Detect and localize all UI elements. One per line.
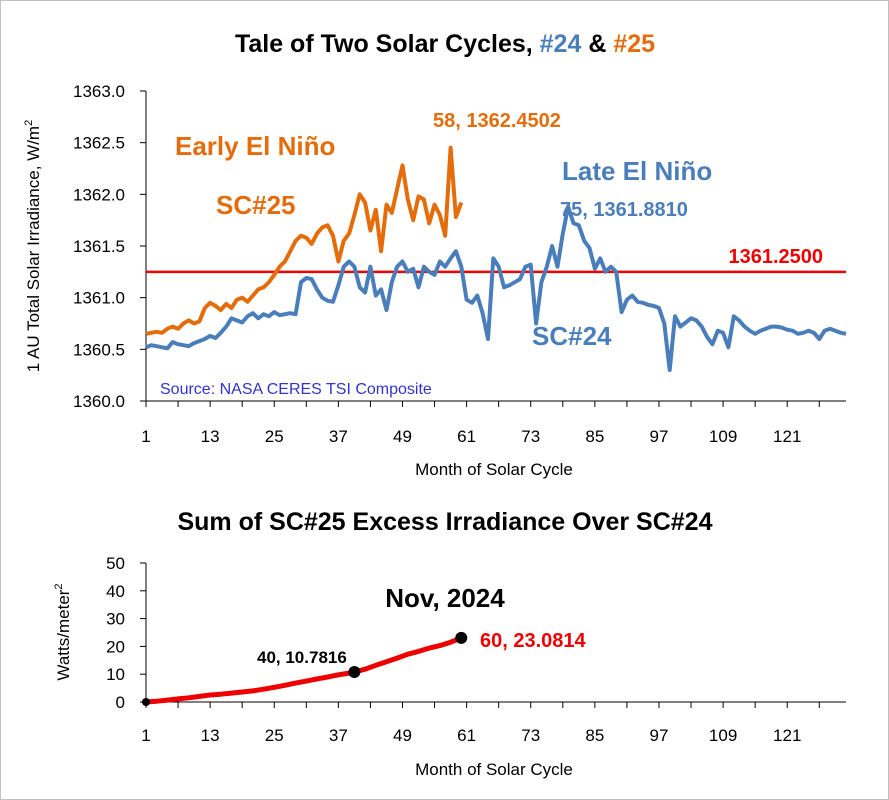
chart2-x-axis-title: Month of Solar Cycle [415,760,573,779]
late-el-nino-label: Late El Niño [562,156,712,186]
x-tick-label: 49 [393,726,412,745]
x-tick-label: 97 [650,726,669,745]
x-tick-label: 25 [265,726,284,745]
excess-sum-line [143,635,464,705]
y-tick-label: 1360.0 [73,392,125,411]
chart2-title: Sum of SC#25 Excess Irradiance Over SC#2… [177,508,712,536]
chart2-y-axis-title: Watts/meter2 [53,583,73,680]
y-tick-label: 10 [106,665,125,684]
x-tick-label: 121 [773,726,801,745]
excess-mid-point [348,666,361,679]
y-tick-label: 0 [116,693,125,712]
x-tick-label: 85 [585,427,604,446]
x-tick-label: 1 [141,726,150,745]
source-label: Source: NASA CERES TSI Composite [160,381,432,398]
x-tick-label: 109 [709,726,737,745]
sc24-series-label: SC#24 [532,321,612,351]
x-tick-label: 109 [709,427,737,446]
x-tick-label: 121 [773,427,801,446]
x-tick-label: 61 [457,427,476,446]
x-tick-label: 37 [329,427,348,446]
x-tick-label: 85 [585,726,604,745]
chart1-title: Tale of Two Solar Cycles, #24 & #25 [235,30,655,58]
x-tick-label: 61 [457,726,476,745]
chart1-y-axis-title: 1 AU Total Solar Irradiance, W/m2 [23,120,43,372]
y-tick-label: 1360.5 [73,340,125,359]
chart2-y-ticks: 50 40 30 20 10 0 [106,554,146,712]
y-tick-label: 1362.5 [73,134,125,153]
x-tick-label: 73 [521,427,540,446]
excess-end-point [455,631,468,644]
sc25-series-line [145,145,464,336]
excess-start-point [142,698,150,706]
end-point-label: 60, 23.0814 [480,630,587,652]
x-tick-label: 1 [141,427,150,446]
x-tick-label: 97 [650,427,669,446]
y-tick-label: 50 [106,554,125,573]
early-el-nino-label: Early El Niño [175,131,335,161]
chart2-x-ticks: 1 13 25 37 49 61 73 85 97 109 121 [141,702,820,745]
mid-point-label: 40, 10.7816 [257,648,347,667]
y-tick-label: 30 [106,610,125,629]
y-tick-label: 40 [106,582,125,601]
y-tick-label: 1362.0 [73,185,125,204]
x-tick-label: 73 [521,726,540,745]
chart1-x-axis-title: Month of Solar Cycle [415,460,573,479]
reference-label: 1361.2500 [728,246,823,268]
y-tick-label: 1361.5 [73,237,125,256]
x-tick-label: 13 [201,726,220,745]
chart1-y-ticks: 1363.0 1362.5 1362.0 1361.5 1361.0 1360.5 1360… [73,82,146,411]
sc24-series-line [145,204,847,372]
x-tick-label: 13 [201,427,220,446]
sc25-series-label: SC#25 [216,190,296,220]
y-tick-label: 20 [106,637,125,656]
x-tick-label: 37 [329,726,348,745]
date-label: Nov, 2024 [385,583,505,613]
chart1-x-ticks: 1 13 25 37 49 61 73 85 97 109 121 [141,401,820,446]
x-tick-label: 49 [393,427,412,446]
y-tick-label: 1361.0 [73,289,125,308]
sc24-peak-label: 75, 1361.8810 [560,199,688,221]
sc25-peak-label: 58, 1362.4502 [433,110,561,132]
y-tick-label: 1363.0 [73,82,125,101]
x-tick-label: 25 [265,427,284,446]
